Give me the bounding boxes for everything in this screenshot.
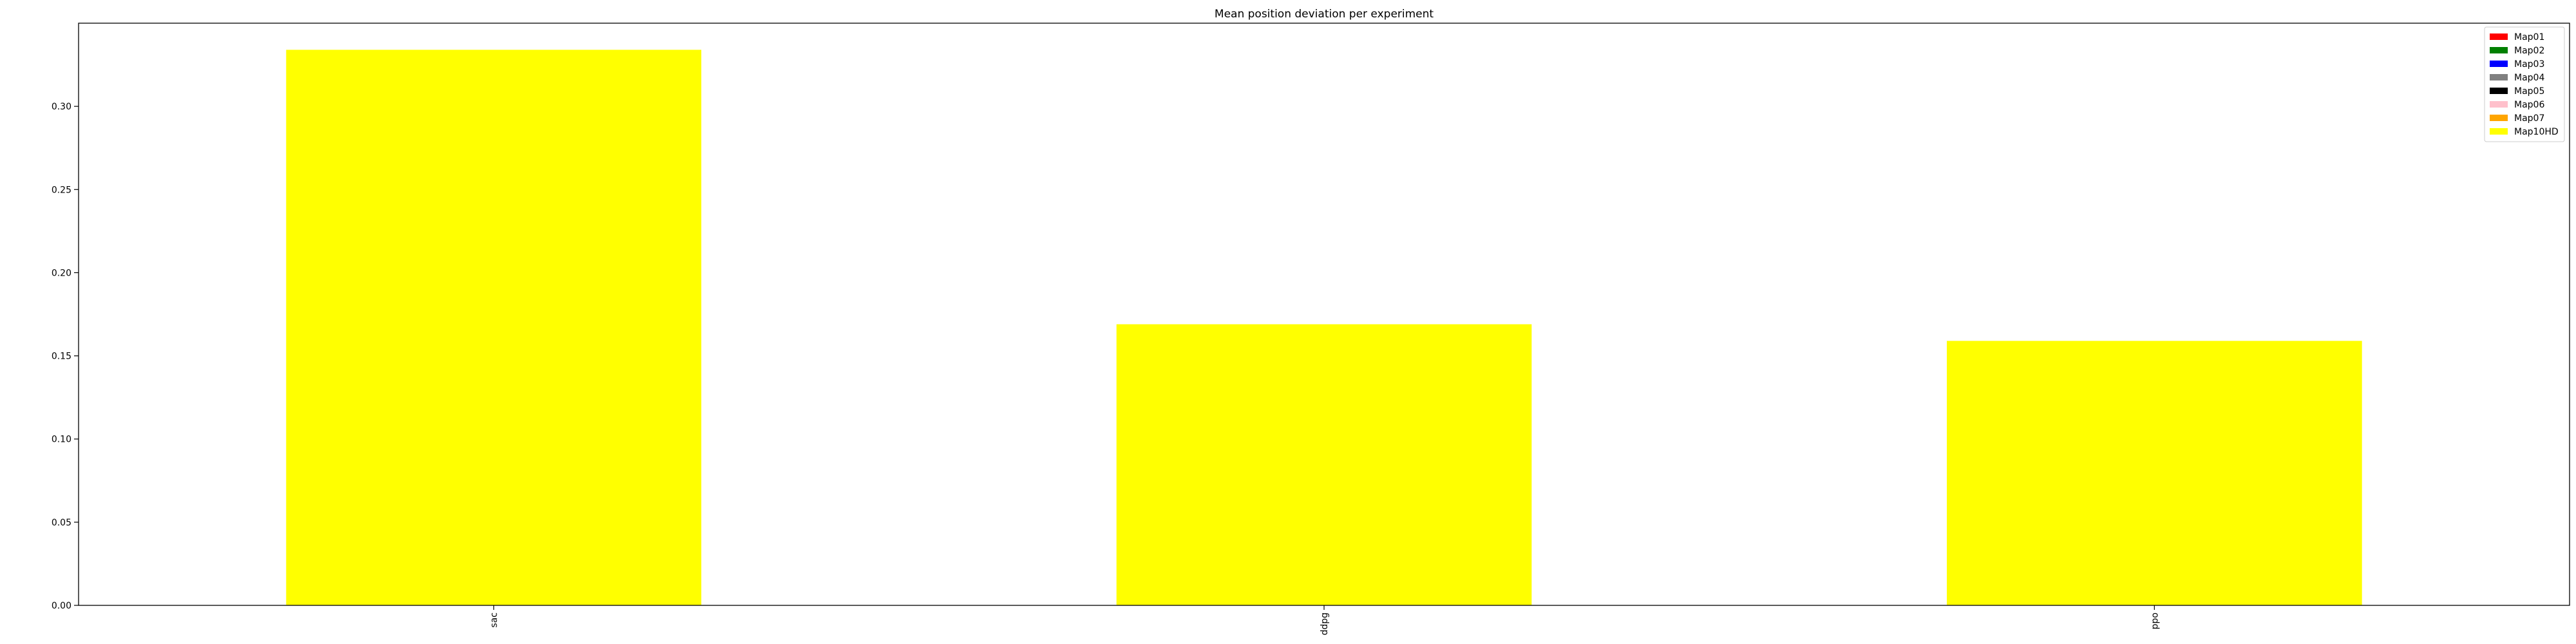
y-tick-label: 0.20 xyxy=(52,268,71,278)
legend-swatch-map10hd xyxy=(2490,128,2508,135)
legend-swatch-map05 xyxy=(2490,88,2508,94)
legend-label-map04: Map04 xyxy=(2514,73,2544,83)
legend-swatch-map01 xyxy=(2490,33,2508,40)
chart-title: Mean position deviation per experiment xyxy=(1215,8,1434,21)
legend-label-map06: Map06 xyxy=(2514,100,2544,110)
legend-label-map10hd: Map10HD xyxy=(2514,127,2559,137)
x-tick-label: sac xyxy=(489,612,500,628)
y-tick-label: 0.10 xyxy=(52,435,71,445)
legend-swatch-map04 xyxy=(2490,74,2508,80)
legend: Map01 Map02 Map03 Map04 Map05 Map06 Map07 Map10… xyxy=(2484,26,2565,142)
y-tick-label: 0.25 xyxy=(52,185,71,195)
bars-layer xyxy=(286,50,2362,606)
legend-label-map07: Map07 xyxy=(2514,113,2544,124)
legend-swatch-map02 xyxy=(2490,47,2508,53)
x-tick-label: ppo xyxy=(2150,612,2160,629)
legend-swatch-map06 xyxy=(2490,101,2508,108)
bar-ppo-map10hd xyxy=(1947,341,2362,605)
legend-swatch-map03 xyxy=(2490,61,2508,67)
legend-label-map05: Map05 xyxy=(2514,86,2544,97)
legend-label-map03: Map03 xyxy=(2514,59,2544,70)
legend-box xyxy=(2484,26,2565,142)
y-tick-label: 0.30 xyxy=(52,102,71,112)
y-tick-label: 0.05 xyxy=(52,518,71,528)
axes-layer: 0.00 0.05 0.10 0.15 0.20 0.25 0.30 sac ddpg ppo xyxy=(52,23,2570,636)
y-tick-label: 0.00 xyxy=(52,601,71,611)
y-tick-label: 0.15 xyxy=(52,352,71,362)
bar-sac-map10hd xyxy=(286,50,701,606)
bar-ddpg-map10hd xyxy=(1116,324,1532,605)
x-tick-label: ddpg xyxy=(1320,612,1330,636)
legend-swatch-map07 xyxy=(2490,115,2508,121)
legend-label-map02: Map02 xyxy=(2514,46,2544,56)
legend-label-map01: Map01 xyxy=(2514,32,2544,43)
